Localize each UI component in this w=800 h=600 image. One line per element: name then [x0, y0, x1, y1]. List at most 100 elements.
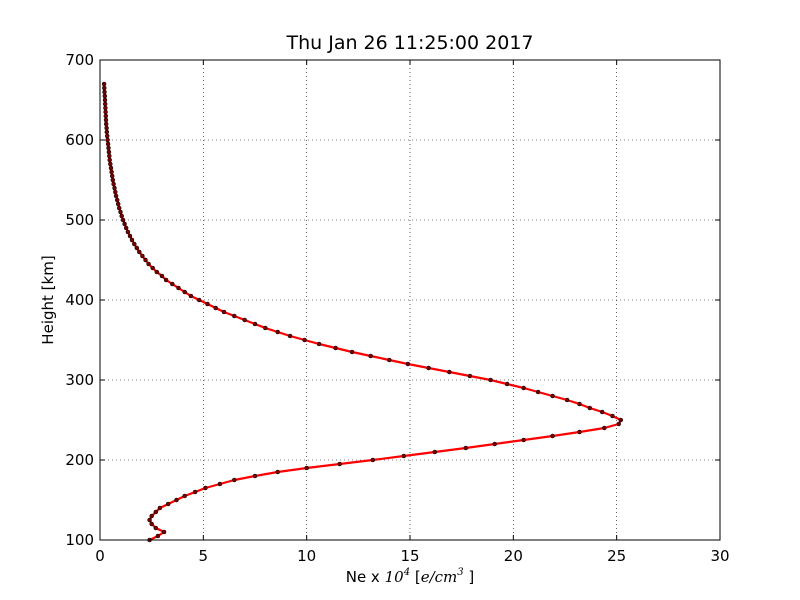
data-point [192, 489, 198, 495]
data-point [147, 517, 152, 523]
x-tick-label: 0 [95, 547, 105, 565]
data-point [127, 233, 133, 239]
data-point [122, 221, 127, 227]
profile-series [101, 81, 624, 543]
data-point [550, 433, 555, 439]
data-point [109, 169, 114, 175]
data-point [535, 389, 541, 395]
data-point [102, 101, 108, 107]
data-point [149, 513, 154, 519]
data-point [587, 405, 593, 411]
data-point [275, 329, 280, 335]
data-point [426, 365, 431, 371]
data-point [106, 149, 112, 155]
data-point [103, 109, 108, 115]
data-point [304, 465, 309, 471]
x-tick-label: 20 [504, 547, 523, 565]
data-point [188, 293, 194, 299]
data-point [232, 313, 237, 319]
y-tick-label: 300 [65, 371, 94, 389]
data-point [387, 357, 392, 363]
data-point [119, 213, 124, 219]
data-point [103, 121, 109, 127]
data-point [203, 485, 208, 491]
data-point [221, 309, 227, 315]
data-point [132, 241, 137, 247]
data-point [316, 341, 322, 347]
data-point [252, 321, 258, 327]
y-tick-label: 600 [65, 131, 94, 149]
data-point [161, 529, 167, 535]
data-point [616, 421, 621, 427]
data-point [159, 273, 165, 279]
data-point [125, 229, 131, 235]
y-axis-label: Height [km] [39, 255, 57, 344]
data-point [104, 133, 110, 139]
y-tick-label: 100 [65, 531, 94, 549]
data-point [213, 305, 218, 311]
data-point [146, 261, 151, 267]
data-point [302, 337, 307, 343]
y-tick-label: 200 [65, 451, 94, 469]
data-point [110, 177, 116, 183]
data-point [492, 441, 497, 447]
data-point [137, 249, 142, 255]
data-point [108, 165, 114, 171]
data-point [103, 105, 108, 111]
data-point [401, 453, 407, 459]
data-point [153, 509, 159, 515]
x-tick-label: 25 [607, 547, 626, 565]
data-point [599, 409, 605, 415]
data-point [564, 397, 570, 403]
data-point [102, 93, 108, 99]
grid-lines [100, 60, 720, 540]
data-point [140, 253, 145, 259]
data-point [114, 197, 120, 203]
data-point [111, 181, 116, 187]
y-tick-label: 500 [65, 211, 94, 229]
data-point [113, 193, 119, 199]
data-point [521, 437, 526, 443]
data-point [521, 385, 526, 391]
data-point [154, 269, 160, 275]
data-point [104, 125, 109, 131]
data-point [108, 161, 113, 167]
data-point [618, 417, 624, 423]
y-axis-ticks: 100 200 300 400 500 600 700 [65, 51, 720, 549]
data-point [232, 477, 237, 483]
x-axis-label: Ne x 104 [e/cm3 ] [346, 567, 475, 586]
data-point [113, 189, 118, 195]
data-point [116, 205, 122, 211]
data-point [170, 281, 175, 287]
data-point [112, 185, 117, 191]
data-point [143, 257, 148, 263]
x-tick-label: 15 [400, 547, 419, 565]
data-point [349, 349, 355, 355]
x-axis-ticks: 0 5 10 15 20 25 30 [95, 60, 730, 565]
data-point [155, 533, 161, 539]
data-point [107, 153, 112, 159]
data-point [337, 461, 342, 467]
data-point [176, 285, 181, 291]
data-point [104, 129, 110, 135]
data-point [118, 209, 123, 215]
data-point [447, 369, 452, 375]
data-point [163, 277, 169, 283]
data-point [182, 289, 187, 295]
data-point [102, 85, 107, 91]
data-point [174, 497, 179, 503]
data-point [550, 393, 555, 399]
data-point [149, 521, 154, 527]
data-point [103, 117, 109, 123]
data-point [129, 237, 135, 243]
data-point [165, 501, 171, 507]
data-point [252, 473, 258, 479]
data-point [196, 297, 202, 303]
data-point [368, 353, 373, 359]
data-point [205, 301, 210, 307]
x-tick-label: 10 [297, 547, 316, 565]
data-point [182, 493, 187, 499]
data-point [405, 361, 411, 367]
data-point [275, 469, 280, 475]
